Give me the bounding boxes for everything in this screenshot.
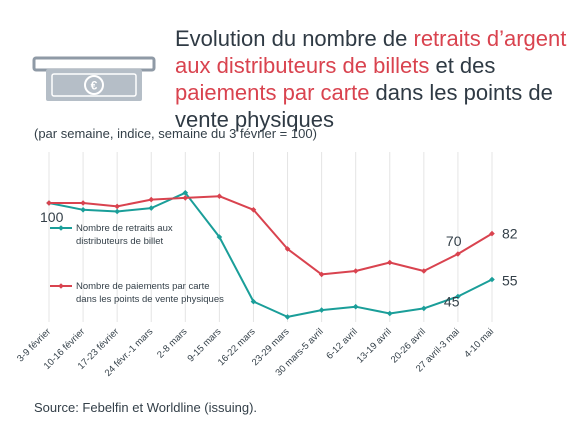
data-point xyxy=(455,293,461,300)
data-label: 70 xyxy=(446,233,462,249)
data-point xyxy=(250,207,257,213)
legend-label: Nombre de retraits aux xyxy=(76,223,173,234)
cash-withdrawal-icon: € xyxy=(32,56,156,101)
grid-lines xyxy=(48,152,493,322)
data-point xyxy=(80,207,86,213)
data-point xyxy=(250,298,257,305)
data-label: 100 xyxy=(40,209,64,225)
data-label: 45 xyxy=(444,294,460,310)
data-point xyxy=(489,230,495,237)
data-point xyxy=(386,259,393,266)
x-tick-label: 4-10 mai xyxy=(462,326,496,360)
title-highlight-payments: paiements par carte xyxy=(175,79,370,105)
data-point xyxy=(114,208,120,215)
legend-label: distributeurs de billet xyxy=(76,236,163,247)
legend-marker xyxy=(58,225,64,231)
data-labels: 100 82 70 55 45 xyxy=(40,209,518,310)
series-lines xyxy=(48,191,493,318)
series-points xyxy=(46,190,495,320)
data-point xyxy=(421,305,427,312)
chart-subtitle: (par semaine, indice, semaine du 3 févri… xyxy=(34,126,317,141)
chart-title: Evolution du nombre de retraits d’argent… xyxy=(175,25,575,133)
data-point xyxy=(386,310,393,317)
data-point xyxy=(114,203,120,210)
data-label: 82 xyxy=(502,226,518,242)
title-highlight-withdrawals: retraits d’argent aux distributeurs de b… xyxy=(175,25,567,78)
source-note: Source: Febelfin et Worldline (issuing). xyxy=(34,400,258,415)
data-point xyxy=(182,190,189,196)
title-part-1: Evolution du nombre de xyxy=(175,25,414,51)
data-point xyxy=(284,246,291,252)
series-line-1 xyxy=(49,195,493,276)
legend-marker xyxy=(58,283,64,289)
data-point xyxy=(148,205,155,211)
data-point xyxy=(352,303,359,310)
data-point xyxy=(148,196,155,203)
legend: Nombre de retraits aux distributeurs de b… xyxy=(50,223,224,305)
data-point xyxy=(182,195,189,201)
x-tick-label: 6-12 avril xyxy=(324,326,359,361)
data-point xyxy=(489,276,495,283)
title-part-3: dans les points de vente physiques xyxy=(175,79,553,132)
data-point xyxy=(455,251,461,257)
data-point xyxy=(284,314,291,320)
data-point xyxy=(80,200,86,206)
data-point xyxy=(421,268,427,274)
svg-text:€: € xyxy=(91,79,98,93)
series-line-0 xyxy=(48,191,493,318)
x-tick-label: 13-19 avril xyxy=(355,326,394,365)
x-tick-label: 2-8 mars xyxy=(155,326,189,360)
title-part-2: et des xyxy=(429,52,496,78)
data-point xyxy=(216,193,223,199)
data-label: 55 xyxy=(502,273,518,289)
legend-label: Nombre de paiements par carte xyxy=(76,281,210,292)
data-point xyxy=(352,268,359,274)
data-point xyxy=(318,271,325,278)
data-point xyxy=(216,234,223,240)
legend-label: dans les points de vente physiques xyxy=(76,294,224,305)
data-point xyxy=(318,307,325,313)
data-point xyxy=(46,200,52,206)
